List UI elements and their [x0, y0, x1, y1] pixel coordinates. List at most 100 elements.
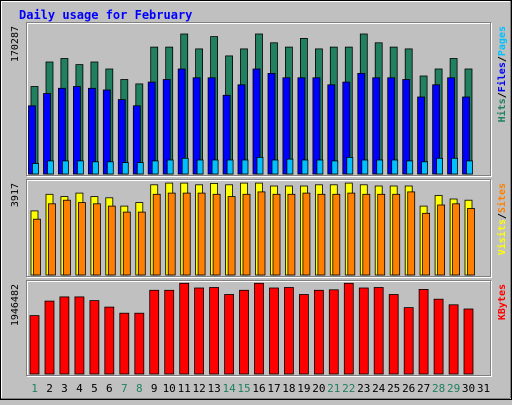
bar-sites-23 — [362, 193, 371, 276]
x-label-day-23: 23 — [357, 382, 370, 395]
x-label-day-20: 20 — [312, 382, 325, 395]
legend-item-separator: / — [497, 213, 508, 219]
bar-pages-5 — [92, 161, 99, 175]
legend-item-sites: Sites — [496, 183, 508, 213]
bar-pages-24 — [376, 159, 384, 175]
bar-kbytes-19 — [298, 294, 309, 375]
bar-sites-7 — [122, 211, 131, 276]
bar-files-19 — [297, 77, 306, 175]
bar-pages-6 — [106, 161, 114, 175]
bar-pages-12 — [196, 159, 204, 175]
bar-sites-13 — [212, 193, 221, 276]
bar-files-5 — [88, 87, 96, 175]
bar-kbytes-8 — [134, 312, 145, 375]
bar-files-20 — [312, 77, 321, 175]
bar-files-30 — [462, 96, 470, 175]
bar-files-29 — [447, 77, 456, 175]
x-label-day-19: 19 — [297, 382, 310, 395]
bar-sites-12 — [197, 192, 206, 276]
bar-kbytes-13 — [209, 287, 220, 375]
bar-files-15 — [237, 84, 246, 175]
bar-pages-7 — [121, 162, 129, 175]
x-label-day-6: 6 — [106, 382, 113, 395]
x-label-day-18: 18 — [282, 382, 295, 395]
panel-kbytes: 1946482 KBytes — [10, 280, 508, 377]
x-label-day-31: 31 — [477, 382, 490, 395]
bar-kbytes-6 — [104, 306, 115, 375]
max-label-kbytes: 1946482 — [10, 284, 21, 326]
bar-sites-16 — [257, 191, 266, 276]
bar-files-7 — [117, 99, 126, 175]
bar-sites-9 — [152, 193, 161, 276]
legend-item-pages: Pages — [497, 26, 508, 56]
bar-files-6 — [102, 89, 111, 175]
bar-kbytes-27 — [418, 288, 429, 375]
bar-sites-20 — [317, 193, 326, 276]
bar-sites-4 — [78, 202, 86, 276]
bar-kbytes-25 — [388, 294, 399, 375]
bar-kbytes-12 — [194, 287, 205, 375]
x-label-day-14: 14 — [222, 382, 236, 395]
x-label-day-16: 16 — [252, 382, 265, 395]
bar-files-1 — [28, 105, 36, 175]
x-label-day-1: 1 — [31, 382, 38, 395]
panel-hits-files-pages-frame-bevel-dark — [26, 22, 491, 176]
bar-sites-19 — [302, 192, 311, 276]
bar-pages-21 — [331, 160, 339, 175]
x-label-day-9: 9 — [151, 382, 158, 395]
bar-files-26 — [402, 79, 411, 175]
x-label-day-12: 12 — [192, 382, 205, 395]
legend-item-files: Files — [496, 62, 508, 92]
bar-pages-28 — [436, 157, 444, 175]
bar-pages-1 — [32, 163, 39, 175]
bar-sites-6 — [107, 205, 116, 276]
bar-pages-15 — [241, 159, 249, 175]
x-label-day-10: 10 — [163, 382, 176, 395]
bar-sites-14 — [227, 196, 236, 276]
bar-kbytes-24 — [373, 287, 384, 375]
bar-files-28 — [432, 84, 441, 175]
x-label-day-29: 29 — [447, 382, 460, 395]
x-label-day-27: 27 — [417, 382, 430, 395]
bar-kbytes-22 — [343, 282, 354, 375]
bar-kbytes-28 — [433, 298, 444, 375]
bar-kbytes-3 — [59, 296, 70, 375]
bar-sites-26 — [407, 191, 416, 276]
panel-visits-sites-frame-bevel-dark — [26, 179, 491, 277]
bar-pages-22 — [346, 156, 354, 175]
chart-title: Daily usage for February — [19, 8, 192, 22]
bar-kbytes-11 — [179, 282, 190, 375]
bar-pages-13 — [211, 159, 219, 175]
legend-hits-files-pages: Hits/Files/Pages — [496, 26, 508, 122]
bar-sites-25 — [392, 193, 401, 276]
bar-pages-14 — [226, 159, 234, 175]
bar-kbytes-9 — [149, 289, 160, 375]
bar-sites-8 — [137, 211, 146, 276]
bar-pages-4 — [77, 160, 84, 175]
bar-pages-25 — [391, 159, 399, 175]
bar-files-21 — [327, 84, 336, 175]
bar-files-13 — [207, 77, 216, 175]
legend-item-visits: Visits — [496, 219, 508, 255]
bar-sites-11 — [182, 192, 191, 276]
bar-pages-16 — [256, 156, 264, 175]
x-label-day-17: 17 — [267, 382, 280, 395]
bar-sites-22 — [347, 192, 356, 276]
bar-kbytes-15 — [239, 289, 249, 375]
bar-sites-27 — [422, 212, 431, 276]
bar-pages-8 — [136, 162, 144, 175]
bar-files-12 — [192, 77, 201, 175]
bar-pages-30 — [466, 160, 473, 175]
bar-files-9 — [147, 81, 156, 175]
bar-pages-26 — [406, 160, 414, 175]
bar-files-23 — [357, 73, 366, 175]
bar-kbytes-29 — [448, 304, 459, 375]
bar-kbytes-7 — [119, 312, 130, 375]
x-label-day-2: 2 — [46, 382, 53, 395]
bar-pages-20 — [316, 159, 324, 175]
bar-pages-23 — [361, 159, 369, 175]
bar-files-17 — [267, 73, 276, 175]
bar-files-2 — [43, 93, 51, 175]
